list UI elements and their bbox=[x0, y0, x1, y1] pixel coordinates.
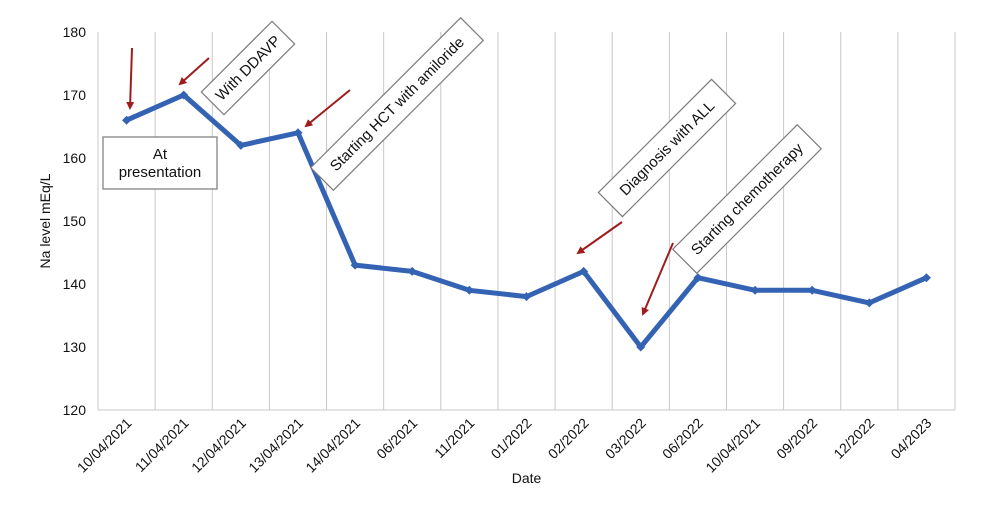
y-tick-label: 120 bbox=[63, 402, 87, 418]
annotation-box bbox=[102, 136, 218, 190]
x-tick-label: 11/04/2021 bbox=[132, 415, 192, 475]
annotation-callout: Diagnosis with ALL bbox=[597, 78, 737, 218]
annotation-callout: Starting HCT with amiloride bbox=[309, 16, 485, 192]
x-tick-label: 10/04/2021 bbox=[74, 415, 135, 476]
x-tick-label: 14/04/2021 bbox=[302, 415, 363, 476]
data-point bbox=[750, 285, 760, 295]
annotation-arrow bbox=[178, 57, 210, 86]
annotation-text: Diagnosis with ALL bbox=[617, 98, 719, 200]
data-point bbox=[693, 273, 703, 283]
annotation-callout: With DDAVP bbox=[200, 20, 296, 116]
data-point bbox=[179, 90, 189, 100]
x-tick-label: 01/2022 bbox=[488, 415, 535, 462]
y-axis-title: Na level mEq/L bbox=[37, 173, 53, 268]
annotation-text: Starting chemotherapy bbox=[688, 140, 807, 259]
x-tick-label: 02/2022 bbox=[545, 415, 592, 462]
data-point bbox=[464, 285, 474, 295]
x-tick-label: 03/2022 bbox=[602, 415, 649, 462]
annotation-text: With DDAVP bbox=[212, 32, 284, 104]
data-point bbox=[807, 285, 817, 295]
data-point bbox=[864, 298, 874, 308]
data-point bbox=[522, 292, 531, 302]
x-tick-label: 06/2021 bbox=[373, 415, 420, 462]
data-point bbox=[236, 140, 246, 150]
x-tick-label: 11/2021 bbox=[431, 415, 478, 462]
data-point bbox=[122, 115, 132, 125]
annotation-arrow bbox=[576, 221, 623, 255]
data-point bbox=[407, 266, 417, 276]
x-tick-label: 06/2022 bbox=[659, 415, 706, 462]
y-tick-label: 130 bbox=[63, 339, 87, 355]
data-point bbox=[350, 260, 360, 270]
x-tick-label: 12/04/2021 bbox=[188, 415, 249, 476]
series-line bbox=[124, 92, 929, 350]
annotation-box bbox=[200, 20, 296, 116]
y-tick-label: 180 bbox=[63, 24, 87, 40]
annotation-callout: Starting chemotherapy bbox=[671, 123, 823, 275]
x-axis-title: Date bbox=[512, 470, 542, 486]
annotation-text: At bbox=[153, 146, 168, 163]
annotation-arrow bbox=[641, 242, 674, 316]
x-tick-label: 12/2022 bbox=[830, 415, 877, 462]
annotation-text: presentation bbox=[119, 164, 202, 181]
data-point bbox=[921, 273, 931, 283]
data-point bbox=[636, 342, 646, 352]
data-point bbox=[293, 128, 303, 138]
annotation-box bbox=[309, 16, 485, 192]
x-tick-label: 04/2023 bbox=[887, 415, 934, 462]
data-point bbox=[579, 266, 589, 276]
annotation-box bbox=[597, 78, 737, 218]
annotation-box bbox=[671, 123, 823, 275]
y-tick-label: 140 bbox=[63, 276, 87, 292]
x-tick-label: 10/04/2021 bbox=[702, 415, 763, 476]
annotation-arrow bbox=[126, 47, 135, 110]
y-tick-label: 170 bbox=[63, 87, 87, 103]
y-tick-label: 160 bbox=[63, 150, 87, 166]
x-tick-label: 09/2022 bbox=[773, 415, 820, 462]
annotation-text: Starting HCT with amiloride bbox=[327, 34, 468, 175]
x-tick-label: 13/04/2021 bbox=[245, 415, 306, 476]
annotation-arrow bbox=[304, 89, 351, 128]
y-tick-label: 150 bbox=[63, 213, 87, 229]
